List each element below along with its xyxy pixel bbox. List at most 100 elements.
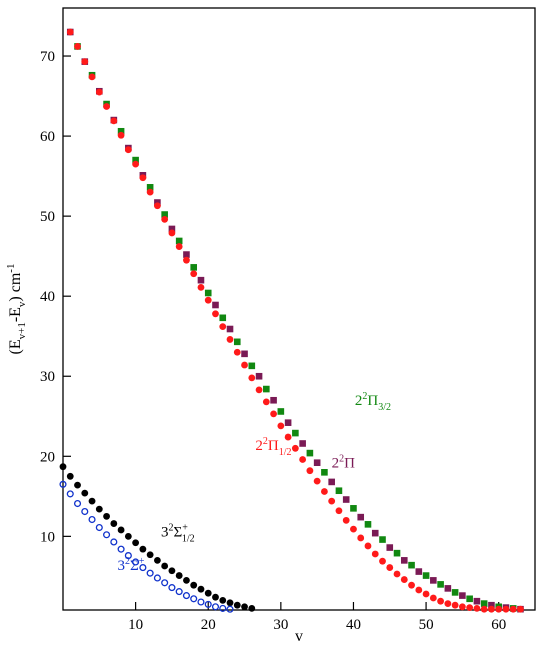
x-tick-label: 50 [419, 617, 434, 633]
data-point [350, 505, 357, 512]
data-point [226, 336, 234, 343]
data-point [88, 73, 96, 81]
series-0 [66, 28, 524, 613]
data-point [459, 592, 466, 599]
data-point [466, 604, 474, 611]
data-point [495, 605, 503, 613]
data-point [161, 579, 169, 587]
data-point [451, 601, 459, 609]
data-point [451, 589, 459, 596]
data-point [110, 117, 118, 125]
data-point [270, 396, 277, 404]
data-point [204, 600, 212, 608]
data-point [248, 604, 256, 612]
data-point [393, 549, 401, 557]
data-point [197, 585, 205, 593]
data-point [132, 156, 139, 164]
data-point [379, 536, 386, 543]
data-point [204, 296, 212, 304]
y-tick-label: 20 [40, 449, 55, 465]
data-point [168, 584, 176, 592]
data-point [103, 512, 110, 520]
data-point [291, 444, 299, 452]
data-point [183, 251, 190, 258]
data-point [117, 131, 125, 139]
data-point [299, 440, 306, 447]
series-label: 32Σ+ [117, 556, 144, 574]
data-point [211, 603, 220, 611]
data-point [517, 605, 524, 613]
data-point [357, 513, 365, 521]
data-point [241, 350, 248, 358]
data-point [509, 605, 517, 613]
data-point [190, 581, 198, 589]
series-labels: 22Π3/2 22Π1/2 22Π 32Σ+ 1/2 32Σ+ [117, 391, 391, 574]
x-tick-label: 20 [201, 617, 216, 633]
data-point [488, 601, 495, 609]
series-2 [66, 28, 524, 613]
data-point [124, 146, 132, 154]
data-point [226, 599, 234, 607]
series-1 [74, 43, 517, 612]
data-point [88, 515, 96, 524]
data-point [212, 310, 219, 318]
data-point [437, 597, 444, 605]
data-point [66, 28, 74, 36]
y-tick-label: 70 [40, 49, 55, 65]
data-point [371, 550, 379, 558]
data-point [321, 469, 328, 476]
data-point [132, 558, 140, 566]
data-point [364, 542, 372, 550]
x-tick-label: 30 [273, 617, 288, 633]
data-point [182, 592, 190, 600]
data-point [73, 499, 82, 508]
x-tick-label: 40 [346, 617, 361, 633]
data-point [117, 127, 125, 135]
data-point [393, 570, 401, 578]
x-tick-label: 10 [128, 617, 143, 633]
y-tick-label: 40 [40, 289, 55, 305]
x-axis-label: v [295, 628, 303, 645]
data-point [429, 594, 437, 602]
data-point [81, 489, 89, 497]
data-point [364, 521, 372, 528]
data-point [175, 243, 183, 250]
data-point [277, 422, 285, 430]
y-axis-label: (Ev+1-Ev) cm-1 [5, 264, 28, 355]
data-point [66, 472, 74, 480]
data-point [197, 598, 205, 606]
data-point [241, 361, 248, 369]
data-point [284, 419, 292, 426]
data-point [74, 43, 81, 50]
data-point [146, 188, 154, 196]
data-point [81, 507, 89, 516]
data-point [190, 264, 198, 271]
data-point [284, 433, 292, 441]
data-point [132, 160, 140, 168]
data-point [175, 572, 183, 579]
data-point [321, 488, 328, 495]
data-point [146, 569, 154, 577]
data-point [88, 497, 96, 505]
data-point [219, 323, 227, 331]
data-point [154, 202, 161, 210]
data-point [255, 372, 263, 380]
data-point [219, 314, 227, 322]
data-point [175, 588, 183, 596]
data-point [139, 174, 147, 182]
data-point [190, 595, 198, 603]
data-point [386, 564, 394, 571]
data-point [408, 561, 415, 569]
data-point [263, 385, 270, 393]
data-point [313, 477, 321, 485]
data-point [153, 574, 161, 582]
data-point [74, 481, 81, 489]
data-point [212, 593, 219, 601]
data-point [103, 531, 111, 539]
data-point [161, 215, 169, 223]
plot-frame [62, 7, 536, 611]
data-point [233, 338, 241, 346]
data-point [139, 564, 147, 572]
